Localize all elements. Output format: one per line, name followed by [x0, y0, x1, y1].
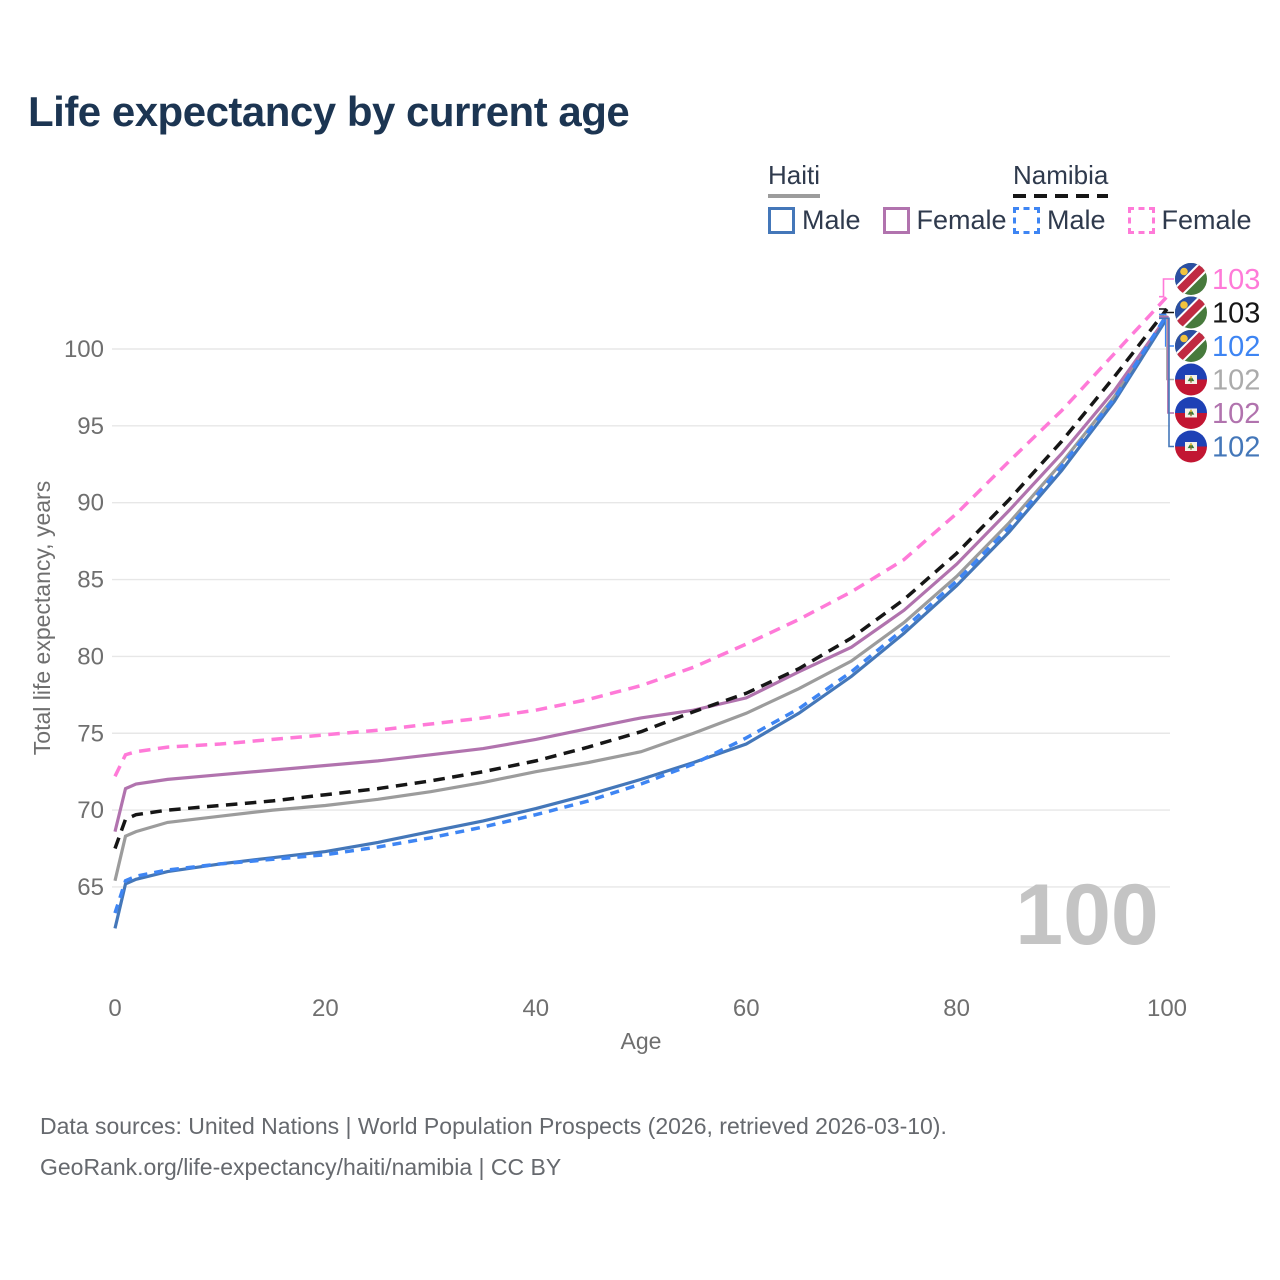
end-label-connector: [1159, 315, 1174, 414]
legend-item-haiti-female[interactable]: Female: [882, 205, 1007, 236]
haiti-female-swatch-icon: [882, 207, 910, 234]
haiti-male-swatch-icon: [768, 207, 795, 234]
y-tick-label: 65: [77, 874, 104, 901]
namibia-female-swatch-icon: [1127, 207, 1155, 234]
end-label-value: 102: [1212, 331, 1260, 363]
legend-item-label: Female: [916, 205, 1007, 235]
x-tick-label: 60: [733, 995, 760, 1022]
y-tick-label: 95: [77, 413, 104, 440]
series-line-namibia: [113, 307, 1169, 850]
legend-group-haiti: Haiti Male Female: [768, 160, 1007, 236]
legend-group-namibia: Namibia Male Female: [1013, 160, 1252, 236]
haiti-flag-icon: [1175, 364, 1207, 396]
legend-item-label: Male: [1047, 205, 1106, 235]
namibia-flag-icon: [1172, 294, 1210, 332]
y-tick-label: 85: [77, 567, 104, 594]
namibia-flag-icon: [1172, 260, 1210, 298]
end-label-connector: [1159, 317, 1174, 448]
haiti-flag-icon: [1175, 431, 1207, 463]
chart-footer: Data sources: United Nations | World Pop…: [40, 1106, 947, 1188]
y-tick-label: 70: [77, 797, 104, 824]
x-tick-label: 0: [108, 995, 121, 1022]
series-line-namibia-female: [113, 295, 1169, 778]
series-line-haiti-female: [113, 315, 1169, 832]
end-label-value: 103: [1212, 264, 1260, 296]
x-tick-label: 100: [1147, 995, 1187, 1022]
namibia-male-swatch-icon: [1013, 207, 1040, 234]
legend-country-namibia[interactable]: Namibia: [1013, 160, 1109, 198]
legend-item-haiti-male[interactable]: Male: [768, 205, 861, 236]
y-tick-label: 80: [77, 643, 104, 670]
series-line-namibia-male: [113, 313, 1169, 914]
page-title: Life expectancy by current age: [28, 88, 630, 135]
end-label-connector: [1159, 313, 1174, 347]
x-tick-label: 80: [943, 995, 970, 1022]
legend-item-namibia-male[interactable]: Male: [1013, 205, 1106, 236]
x-axis-title: Age: [621, 1028, 662, 1054]
end-label-value: 103: [1212, 298, 1260, 330]
end-label-value: 102: [1212, 365, 1260, 397]
end-label-value: 102: [1212, 398, 1260, 430]
legend-country-haiti[interactable]: Haiti: [768, 160, 821, 198]
y-tick-label: 90: [77, 490, 104, 517]
y-axis-title: Total life expectancy, years: [29, 481, 55, 755]
end-label-connector: [1159, 278, 1174, 298]
legend-item-label: Male: [802, 205, 861, 235]
series-line-haiti: [113, 315, 1169, 882]
namibia-flag-icon: [1172, 327, 1210, 365]
x-tick-label: 40: [522, 995, 549, 1022]
y-tick-label: 100: [64, 336, 104, 363]
y-tick-label: 75: [77, 720, 104, 747]
attribution-line: GeoRank.org/life-expectancy/haiti/namibi…: [40, 1154, 562, 1180]
end-label-connector: [1159, 308, 1174, 314]
series-line-haiti-male: [113, 317, 1169, 929]
x-tick-label: 20: [312, 995, 339, 1022]
legend-item-label: Female: [1161, 205, 1252, 235]
legend-item-namibia-female[interactable]: Female: [1127, 205, 1252, 236]
end-label-value: 102: [1212, 432, 1260, 464]
data-sources-line: Data sources: United Nations | World Pop…: [40, 1113, 947, 1139]
watermark-age: 100: [1015, 867, 1159, 963]
haiti-flag-icon: [1175, 397, 1207, 429]
